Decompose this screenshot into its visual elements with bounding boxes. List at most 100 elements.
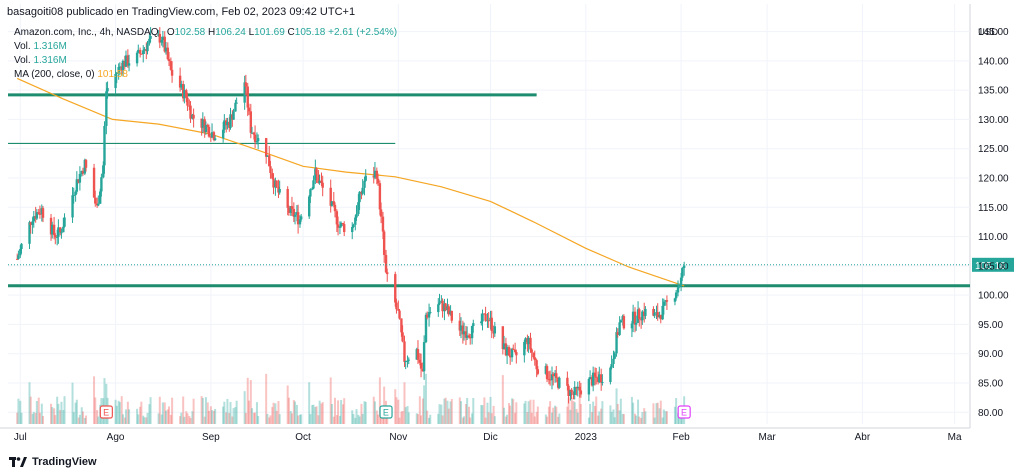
volume-bar [81,411,84,424]
earnings-marker-label: E [383,408,389,418]
candle-body [469,337,472,339]
volume-bar [428,417,431,424]
candle-body [148,38,151,44]
volume-bar [394,389,397,424]
volume-bar [592,401,595,424]
volume-bar [503,407,506,424]
candle-body [103,125,106,166]
candle-body [161,36,165,40]
volume-bar [514,412,517,424]
volume-bar [329,377,332,424]
legend-vol1-label: Vol. [14,41,31,52]
candle-body [29,222,32,225]
volume-bar [527,401,530,424]
y-tick-label: 130.00 [978,115,1009,126]
volume-bar [211,410,214,424]
candle-body [529,337,532,350]
volume-bar [244,412,247,424]
candle-body [421,368,425,372]
volume-bar [661,417,664,424]
legend-vol-row-1[interactable]: Vol. 1.316M [14,41,67,52]
candle-body [530,349,533,353]
volume-bar [290,413,293,424]
volume-bar [437,413,440,424]
volume-bar [589,403,592,424]
candle-body [610,363,613,368]
volume-bar [77,417,80,424]
tradingview-brand[interactable]: TradingView [9,456,97,468]
legend-vol-row-2[interactable]: Vol. 1.316M [14,55,67,66]
candle-body [576,386,579,389]
volume-bar [103,378,106,424]
ma-line-group [16,77,685,287]
volume-bar [128,409,131,424]
candle-body [189,105,192,119]
y-tick-label: 85.00 [978,379,1003,390]
candle-body [81,171,85,174]
volume-bar [246,377,249,424]
candle-body [318,180,321,184]
candle-body [416,349,420,360]
volume-bar [644,411,647,424]
volume-bar [123,417,126,424]
volume-bar [466,398,469,424]
volume-bar [598,411,601,424]
candle-body [332,201,335,205]
candle-body [644,308,647,316]
volume-bar [117,400,120,424]
volume-bar [397,399,400,424]
candle-body [320,180,323,183]
candle-body [678,285,681,288]
candle-body [212,132,216,140]
volume-bar [118,402,121,424]
legend-ma-row[interactable]: MA (200, close, 0) 101.58 [14,69,128,80]
candle-body [28,222,31,244]
volume-bar [652,403,655,424]
candle-body [135,52,139,64]
candle-body [510,348,514,358]
volume-bar [191,411,194,424]
candle-body [662,301,666,306]
volume-bar [637,399,640,424]
volume-bar [483,397,486,424]
candle-body [358,191,361,203]
y-tick-label: 115.00 [978,203,1008,214]
volume-bar [558,413,561,424]
candle-body [418,359,422,363]
volume-bar [265,373,268,424]
candle-body [447,306,450,315]
volume-bar [640,417,643,424]
price-axis: USD 80.00 85.00 90.00 95.00 100.00 105.00 110.0… [978,27,1009,419]
volume-bar [169,414,172,424]
volume-bar [120,396,123,424]
legend-symbol[interactable]: Amazon.com, Inc., 4h, NASDAQ [14,27,159,38]
candle-body [32,216,35,222]
y-tick-label: 80.00 [978,408,1003,419]
candle-body [379,209,383,217]
volume-bar [364,401,367,424]
volume-bar [335,415,338,424]
volume-bar [277,401,280,424]
volume-bar [297,415,300,424]
volume-bar [274,403,277,424]
volume-bar [555,406,558,424]
candle-body [102,165,105,178]
volume-bar [266,413,269,424]
volume-bar [28,382,31,424]
volume-bar [140,401,143,424]
volume-bar [80,407,83,424]
volume-bar [311,405,314,424]
candle-body [490,317,493,332]
volume-bar [444,397,447,424]
volume-bar [590,412,593,424]
volume-bar [38,412,41,424]
candle-body [78,173,82,183]
volume-bar [315,406,318,424]
candle-body [54,235,57,238]
volume-bar [136,408,139,424]
candle-body [16,258,19,260]
volume-bar [192,398,195,424]
candle-body [143,49,146,51]
candle-body [62,226,65,233]
